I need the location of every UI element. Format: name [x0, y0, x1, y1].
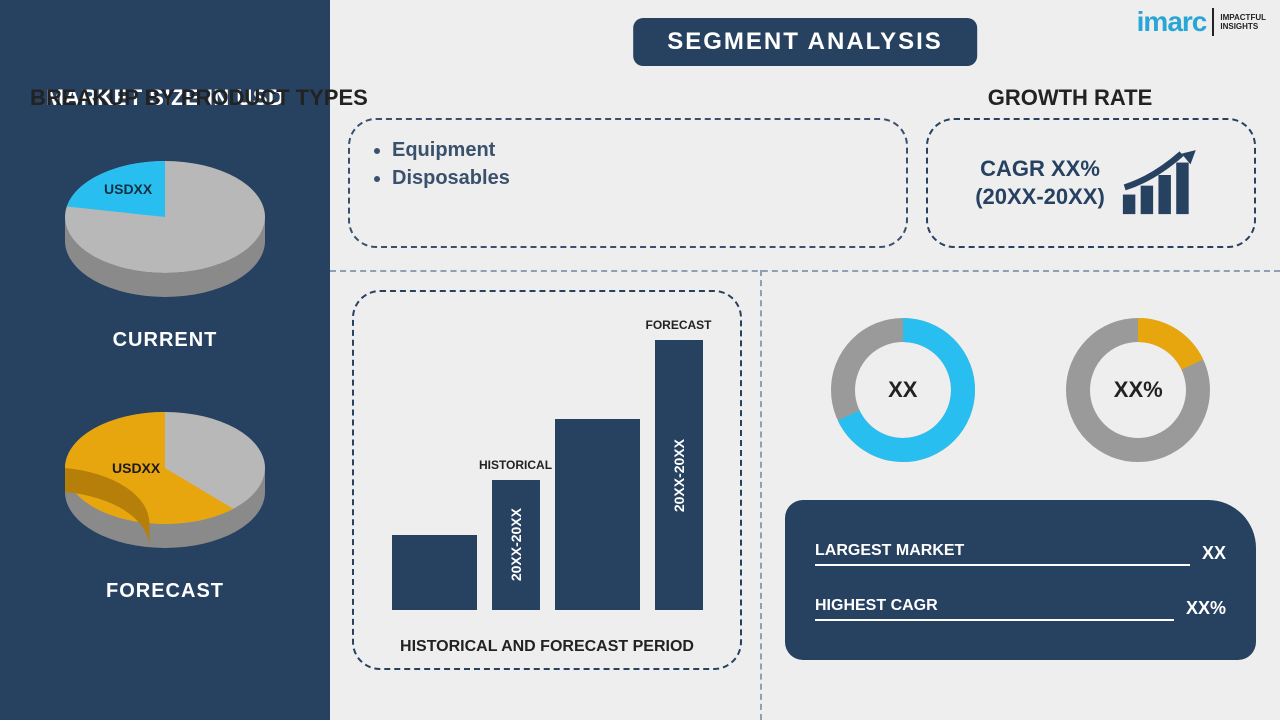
- pie-forecast-caption: FORECAST: [106, 580, 224, 603]
- breakup-title: BREAKUP BY PRODUCT TYPES: [30, 85, 368, 111]
- logo-separator: [1212, 8, 1214, 36]
- logo-tagline: IMPACTFUL INSIGHTS: [1220, 13, 1266, 31]
- donut-2: XX%: [1053, 305, 1223, 475]
- logo-brand: imarc: [1137, 6, 1207, 38]
- bar: [392, 535, 477, 610]
- pie-forecast: USDXX: [50, 390, 280, 570]
- bar-top-label: HISTORICAL: [479, 458, 552, 472]
- pie-forecast-value: USDXX: [112, 460, 160, 476]
- breakup-item: Equipment: [392, 136, 882, 164]
- bar-chart-area: HISTORICAL20XX-20XXFORECAST20XX-20XX: [384, 322, 710, 610]
- donut-row: XX XX%: [785, 300, 1256, 480]
- info-row-highest-cagr: HIGHEST CAGR XX%: [815, 581, 1226, 636]
- info-row-largest-market: LARGEST MARKET XX: [815, 526, 1226, 581]
- bar-inside-label: 20XX-20XX: [671, 439, 687, 512]
- donut-1-center: XX: [818, 305, 988, 475]
- bar: FORECAST20XX-20XX: [655, 340, 703, 610]
- pie-forecast-svg: [50, 390, 280, 570]
- breakup-list: EquipmentDisposables: [392, 136, 882, 192]
- growth-chart-icon: [1117, 143, 1207, 223]
- bar: [555, 419, 640, 610]
- pie-current-value: USDXX: [104, 181, 152, 197]
- right-panel: imarc IMPACTFUL INSIGHTS SEGMENT ANALYSI…: [330, 0, 1280, 720]
- bar-chart-box: HISTORICAL20XX-20XXFORECAST20XX-20XX HIS…: [352, 290, 742, 670]
- horizontal-divider: [330, 270, 1280, 272]
- bar-inside-label: 20XX-20XX: [508, 508, 524, 581]
- bar: HISTORICAL20XX-20XX: [492, 480, 540, 611]
- pie-current: USDXX: [50, 139, 280, 319]
- logo: imarc IMPACTFUL INSIGHTS: [1137, 6, 1266, 38]
- bar-top-label: FORECAST: [646, 318, 712, 332]
- info-card: LARGEST MARKET XX HIGHEST CAGR XX%: [785, 500, 1256, 660]
- donut-1: XX: [818, 305, 988, 475]
- growth-rate-title: GROWTH RATE: [930, 85, 1210, 111]
- bar-chart-caption: HISTORICAL AND FORECAST PERIOD: [354, 638, 740, 656]
- breakup-item: Disposables: [392, 164, 882, 192]
- segment-banner: SEGMENT ANALYSIS: [633, 18, 977, 66]
- info-value: XX%: [1186, 598, 1226, 619]
- info-value: XX: [1202, 543, 1226, 564]
- donut-2-center: XX%: [1053, 305, 1223, 475]
- info-label: LARGEST MARKET: [815, 542, 1190, 566]
- growth-rate-text: CAGR XX% (20XX-20XX): [975, 155, 1105, 211]
- vertical-divider: [760, 270, 762, 720]
- breakup-box: EquipmentDisposables: [348, 118, 908, 248]
- pie-current-svg: [50, 139, 280, 319]
- growth-rate-box: CAGR XX% (20XX-20XX): [926, 118, 1256, 248]
- info-label: HIGHEST CAGR: [815, 597, 1174, 621]
- pie-current-caption: CURRENT: [113, 329, 218, 352]
